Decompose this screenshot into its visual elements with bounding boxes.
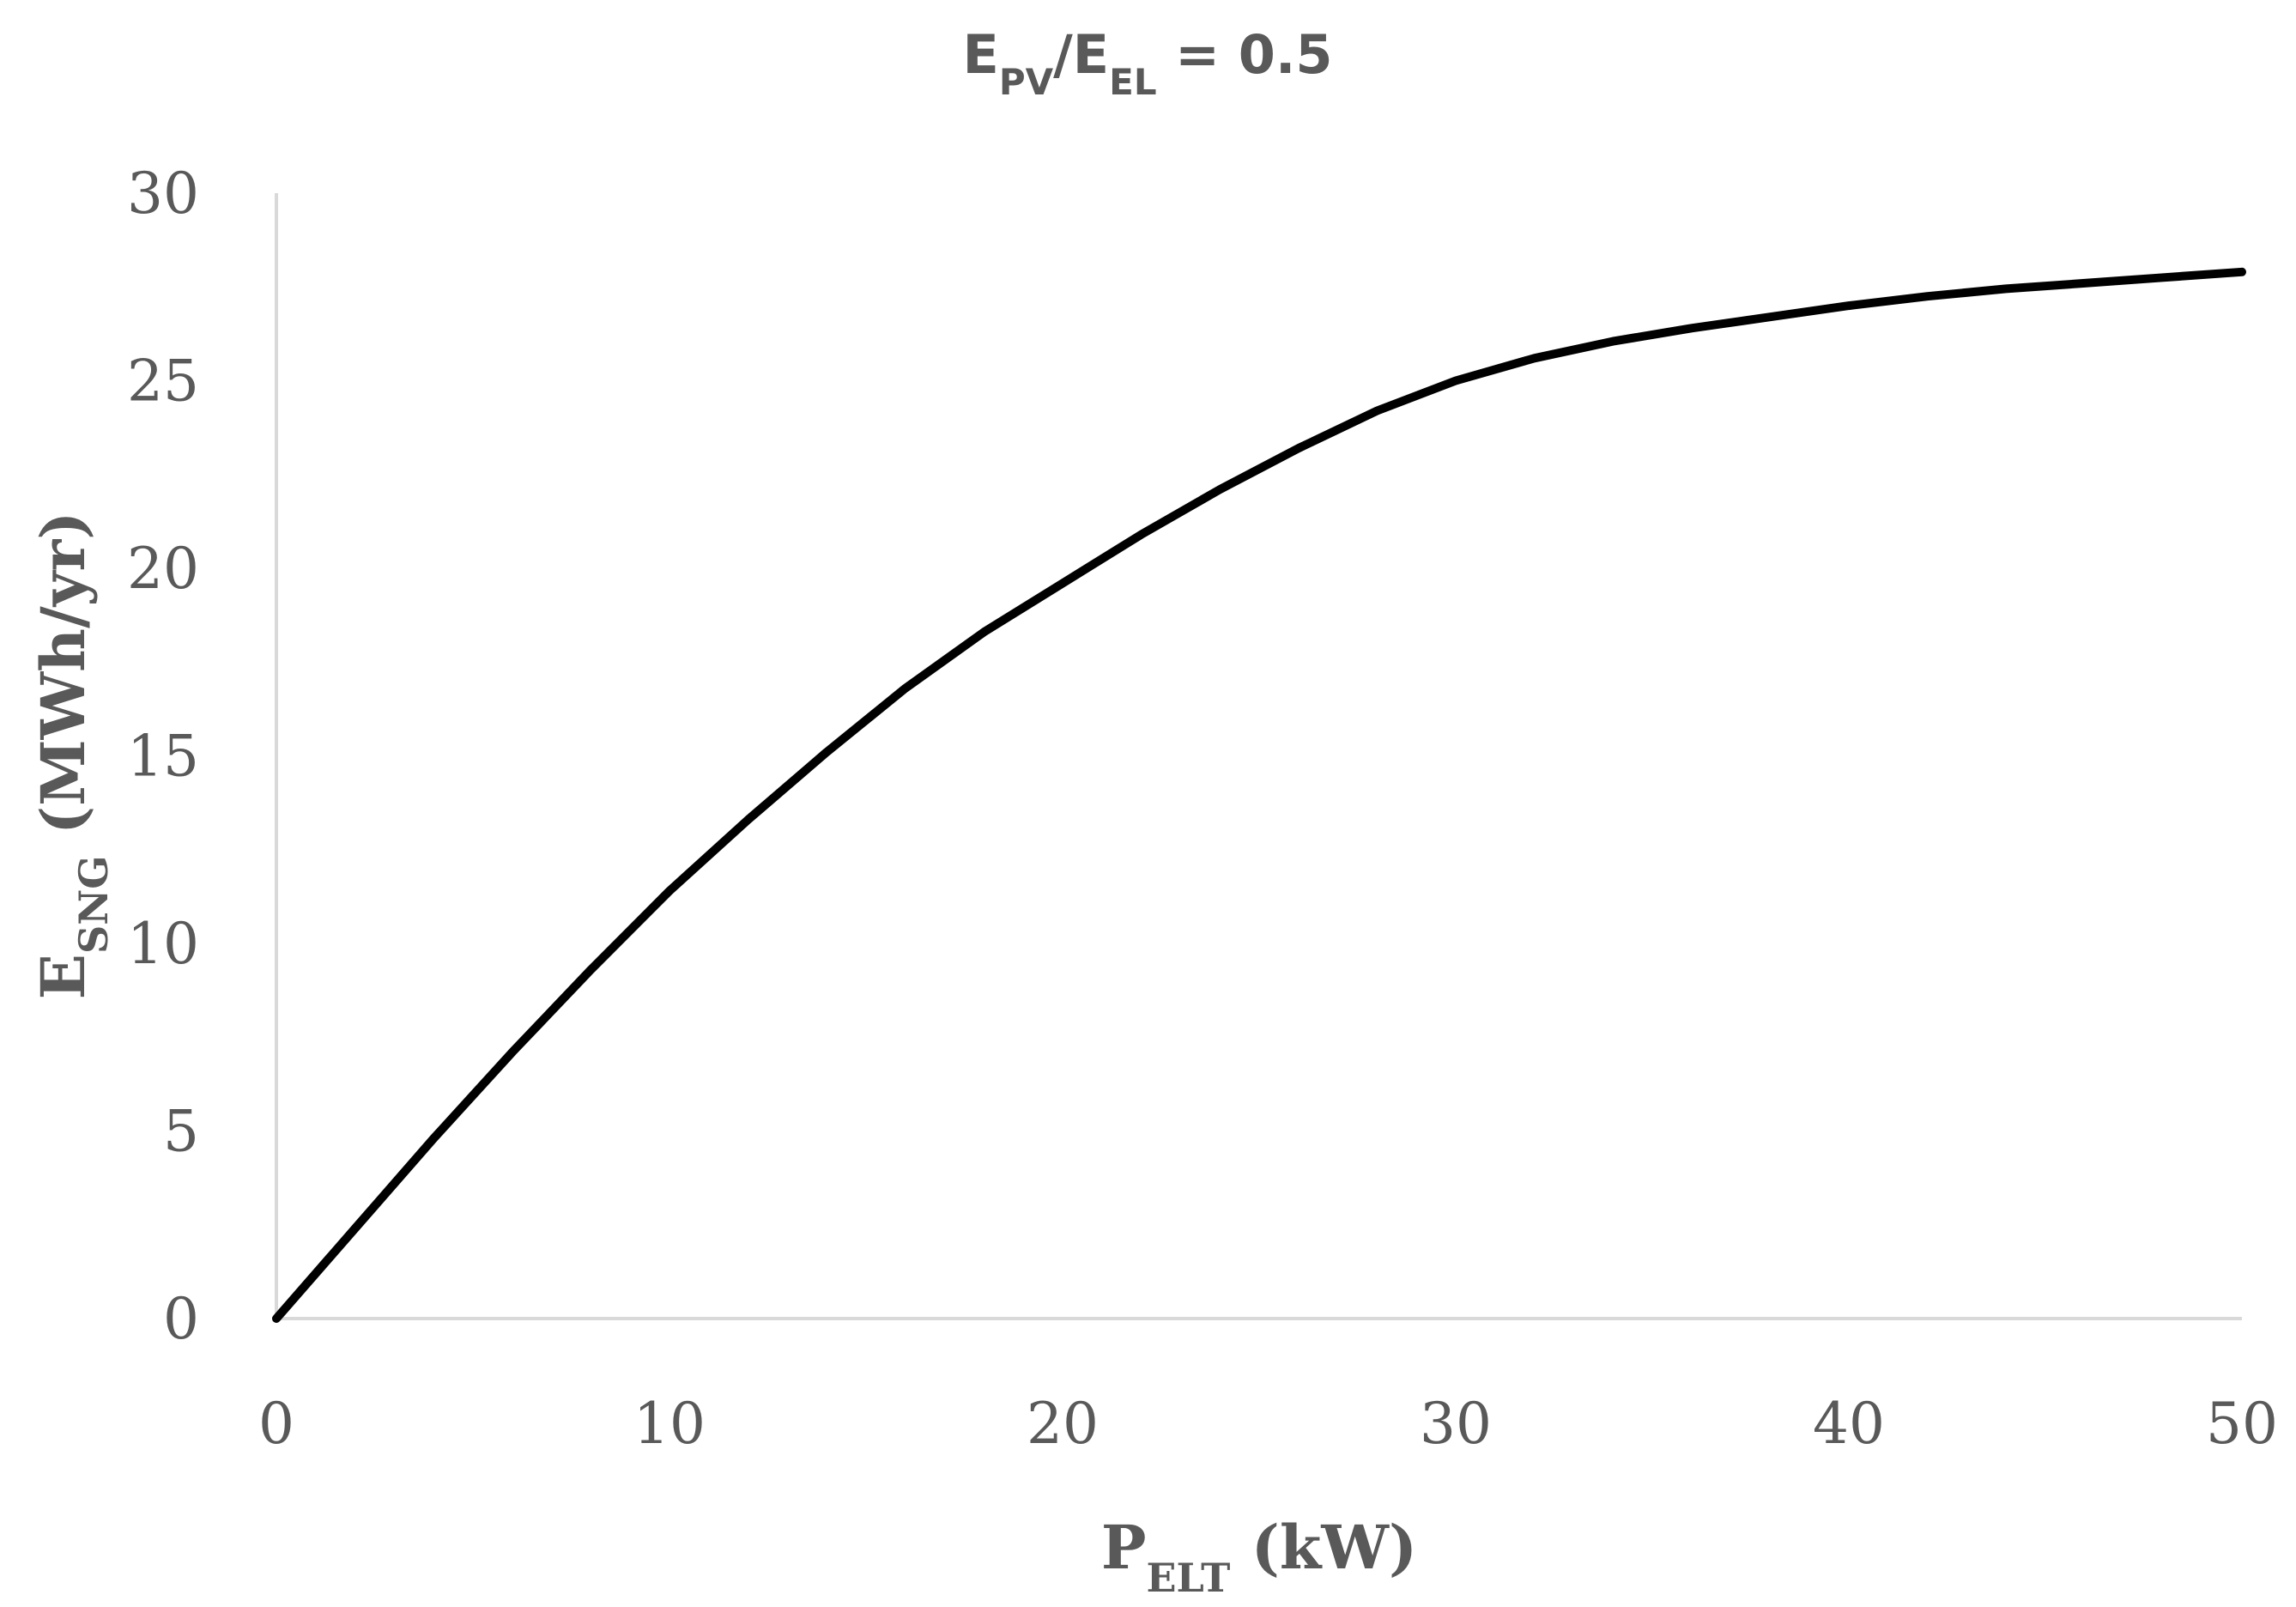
x-tick-label-50: 50 <box>2206 1391 2278 1457</box>
label-part-2: (MWh/yr) <box>27 512 99 856</box>
label-part-0: E <box>27 954 99 999</box>
label-part-4: = 0.5 <box>1157 23 1333 86</box>
x-axis-title: PELT (kW) <box>1101 1512 1417 1601</box>
y-tick-label-0: 0 <box>163 1286 199 1352</box>
y-tick-label-20: 20 <box>127 536 199 602</box>
y-tick-label-10: 10 <box>127 911 199 977</box>
x-tick-label-0: 0 <box>258 1391 294 1457</box>
label-part-1: SNG <box>70 855 117 954</box>
y-tick-label-25: 25 <box>127 349 199 415</box>
plot-area: 0 5 10 15 20 25 30 0 10 20 30 40 50 <box>127 161 2278 1457</box>
label-part-0: P <box>1101 1512 1147 1583</box>
series-line-0 <box>272 267 2246 1323</box>
label-part-0: E <box>962 23 998 86</box>
label-part-3: EL <box>1109 61 1156 103</box>
y-tick-labels: 0 5 10 15 20 25 30 <box>127 161 199 1352</box>
y-axis-title: ESNG (MWh/yr) <box>27 512 117 1000</box>
y-tick-label-30: 30 <box>127 161 199 227</box>
y-tick-label-5: 5 <box>163 1099 199 1165</box>
label-part-2: (kW) <box>1230 1512 1417 1583</box>
x-tick-label-20: 20 <box>1027 1391 1099 1457</box>
x-tick-labels: 0 10 20 30 40 50 <box>258 1391 2278 1457</box>
label-part-1: ELT <box>1147 1555 1231 1601</box>
x-tick-label-30: 30 <box>1420 1391 1492 1457</box>
chart-title: EPV/EEL = 0.5 <box>962 23 1332 103</box>
label-part-2: /E <box>1053 23 1109 86</box>
y-tick-label-15: 15 <box>127 724 199 790</box>
x-tick-label-40: 40 <box>1813 1391 1885 1457</box>
x-tick-label-10: 10 <box>633 1391 706 1457</box>
series-layer <box>272 267 2246 1323</box>
label-part-1: PV <box>999 61 1054 103</box>
